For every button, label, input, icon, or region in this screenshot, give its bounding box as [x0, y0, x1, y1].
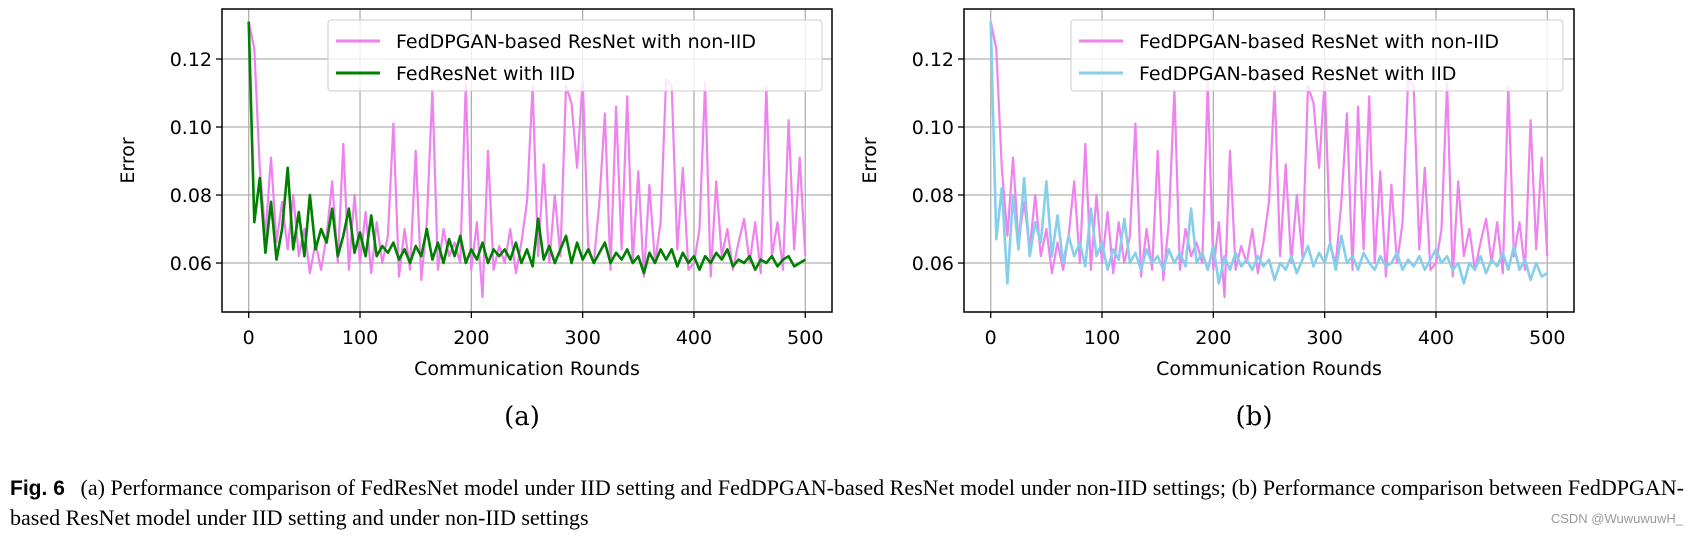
series-line-0 — [989, 21, 1549, 299]
chart-panel-b: 0 100 200 300 400 500 0.06 0.08 0.10 0.12 FedDPGAN… — [859, 8, 1575, 432]
series-line-1 — [989, 21, 1548, 285]
x-tick-label: 0 — [243, 327, 255, 349]
y-axis-label: Error — [117, 137, 139, 184]
x-tick-label: 300 — [565, 327, 601, 349]
y-tick-label: 0.06 — [170, 253, 212, 275]
x-tick-label: 200 — [1195, 327, 1231, 349]
x-tick-label: 400 — [676, 327, 712, 349]
axes-frame — [221, 8, 833, 313]
panel-label: (b) — [1236, 402, 1273, 432]
y-tick-label: 0.06 — [912, 253, 954, 275]
x-tick-label: 100 — [1084, 327, 1120, 349]
y-tick-label: 0.12 — [912, 49, 954, 71]
watermark: CSDN @WuwuwuwH_ — [1550, 511, 1683, 526]
x-axis-label: Communication Rounds — [1156, 358, 1382, 380]
figure-label: Fig. 6 — [10, 477, 65, 500]
x-tick-label: 400 — [1418, 327, 1454, 349]
x-tick-label: 500 — [1529, 327, 1565, 349]
figure-caption: Fig. 6 (a) Performance comparison of Fed… — [10, 473, 1684, 532]
panel-label: (a) — [504, 402, 540, 432]
y-tick-label: 0.08 — [912, 185, 954, 207]
x-tick-label: 0 — [985, 327, 997, 349]
series-line-0 — [247, 21, 807, 299]
y-tick-label: 0.08 — [170, 185, 212, 207]
y-tick-label: 0.12 — [170, 49, 212, 71]
x-tick-label: 200 — [453, 327, 489, 349]
chart-panel-a: 0 100 200 300 400 500 0.06 0.08 0.10 0.12 FedDPGAN… — [117, 8, 833, 432]
axes-frame — [963, 8, 1575, 313]
x-tick-label: 100 — [342, 327, 378, 349]
x-axis-label: Communication Rounds — [414, 358, 640, 380]
legend-box — [327, 19, 823, 92]
legend-label: FedDPGAN-based ResNet with non-IID — [396, 31, 756, 53]
legend-label: FedDPGAN-based ResNet with non-IID — [1139, 31, 1499, 53]
y-tick-label: 0.10 — [170, 117, 212, 139]
legend-label: FedDPGAN-based ResNet with IID — [1139, 63, 1456, 85]
x-tick-label: 300 — [1307, 327, 1343, 349]
y-axis-label: Error — [859, 137, 881, 184]
legend-label: FedResNet with IID — [396, 63, 575, 85]
caption-text: (a) Performance comparison of FedResNet … — [10, 475, 1685, 530]
figure-panels: 0 100 200 300 400 500 0.06 0.08 0.10 0.12 FedDPGAN… — [117, 8, 1575, 432]
y-tick-label: 0.10 — [912, 117, 954, 139]
series-line-1 — [247, 21, 806, 275]
x-tick-label: 500 — [787, 327, 823, 349]
legend-box — [1070, 19, 1564, 92]
